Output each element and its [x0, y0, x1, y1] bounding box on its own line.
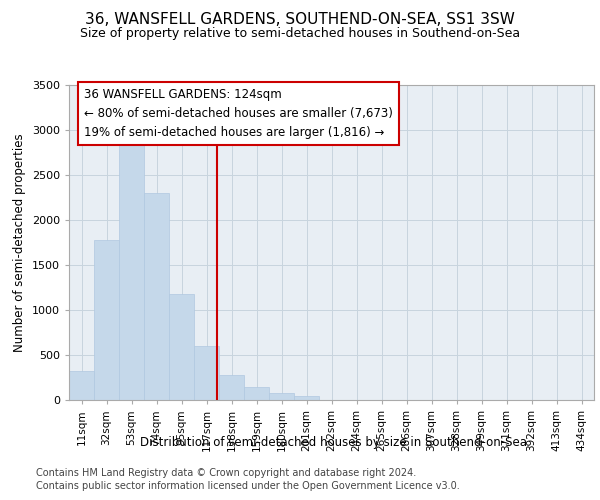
Text: Size of property relative to semi-detached houses in Southend-on-Sea: Size of property relative to semi-detach…	[80, 26, 520, 40]
Bar	[244, 388, 269, 400]
Bar	[69, 371, 94, 400]
Bar	[294, 396, 319, 400]
Bar	[219, 375, 244, 400]
Bar	[119, 139, 144, 400]
Bar	[194, 346, 219, 400]
Bar	[94, 240, 119, 400]
Bar	[144, 193, 169, 400]
Text: 36, WANSFELL GARDENS, SOUTHEND-ON-SEA, SS1 3SW: 36, WANSFELL GARDENS, SOUTHEND-ON-SEA, S…	[85, 12, 515, 28]
Y-axis label: Number of semi-detached properties: Number of semi-detached properties	[13, 133, 26, 352]
Text: Distribution of semi-detached houses by size in Southend-on-Sea: Distribution of semi-detached houses by …	[140, 436, 527, 449]
Text: Contains HM Land Registry data © Crown copyright and database right 2024.: Contains HM Land Registry data © Crown c…	[36, 468, 416, 478]
Text: Contains public sector information licensed under the Open Government Licence v3: Contains public sector information licen…	[36, 481, 460, 491]
Text: 36 WANSFELL GARDENS: 124sqm
← 80% of semi-detached houses are smaller (7,673)
19: 36 WANSFELL GARDENS: 124sqm ← 80% of sem…	[84, 88, 393, 138]
Bar	[269, 393, 294, 400]
Bar	[169, 294, 194, 400]
